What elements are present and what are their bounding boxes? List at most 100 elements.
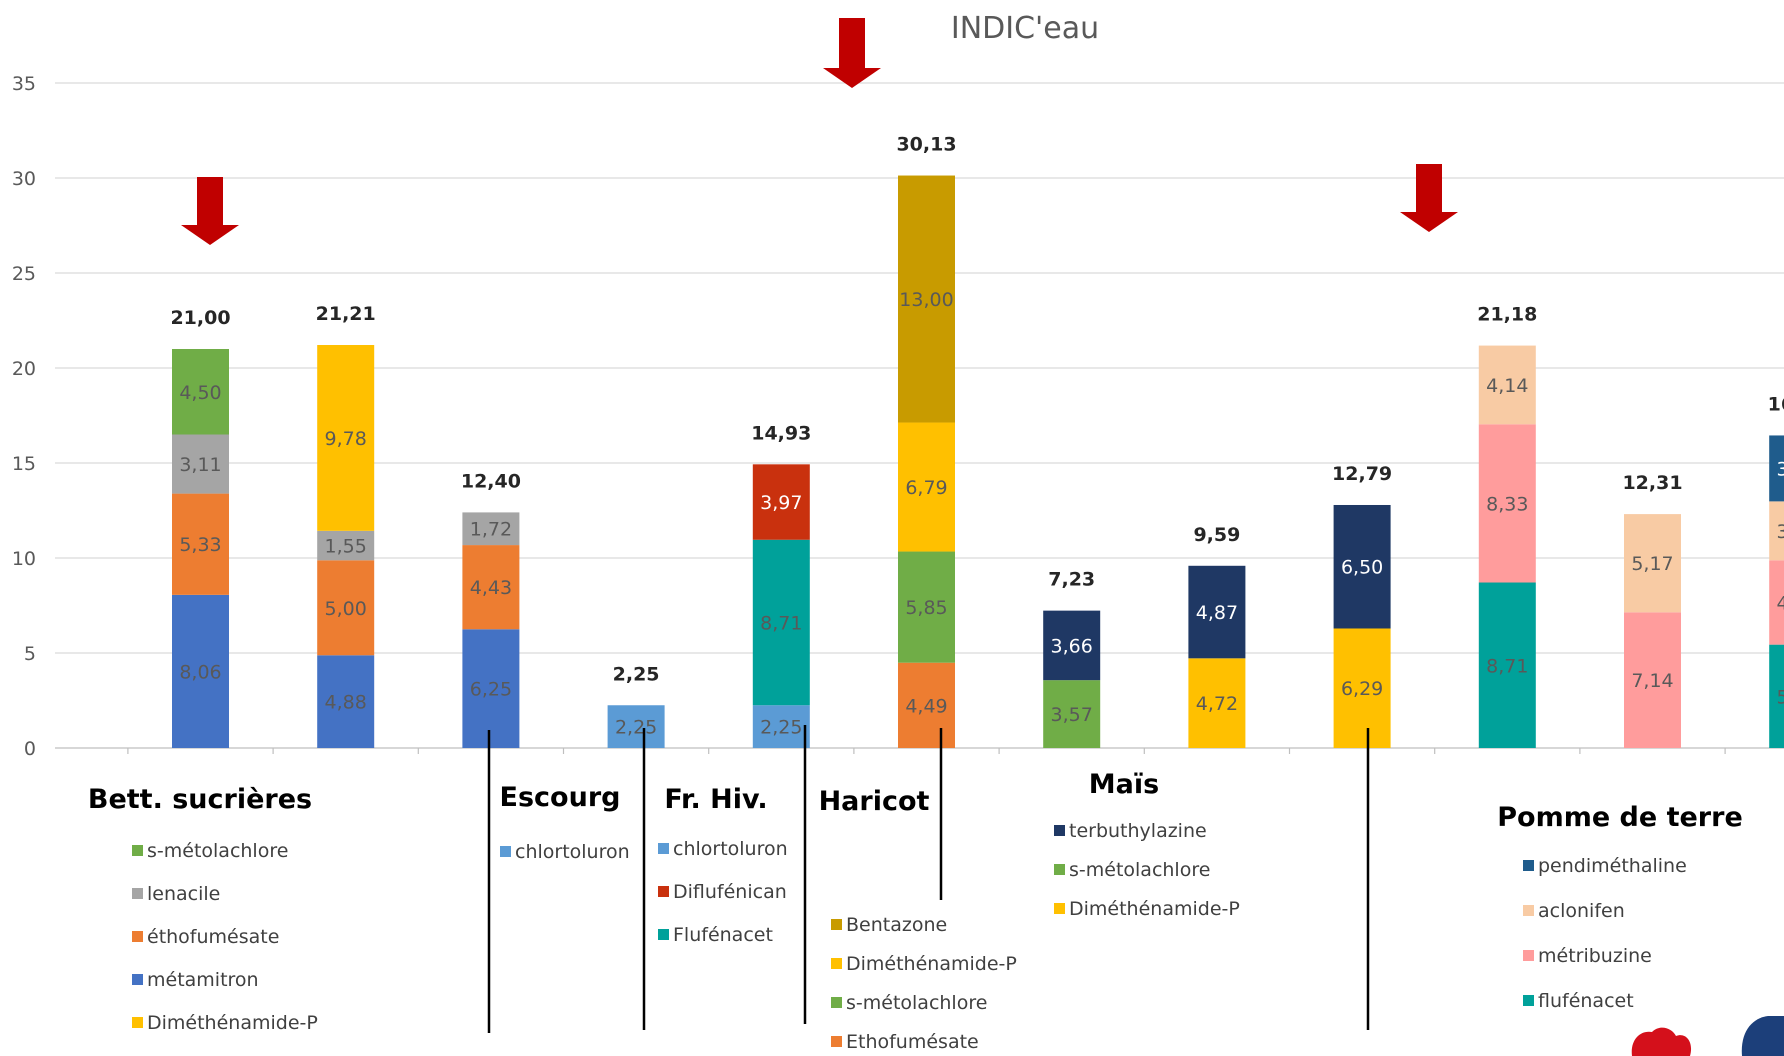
- legend-label: Diflufénican: [673, 881, 787, 903]
- bar-segment: [1478, 345, 1536, 425]
- segment-label: 3,57: [1051, 704, 1093, 726]
- bar-segment: [317, 655, 375, 748]
- bar-segment: [1769, 560, 1784, 645]
- bar-total-label: 7,23: [1048, 569, 1095, 591]
- bar-segment: [1624, 514, 1681, 613]
- legend-label: Diméthénamide-P: [1069, 898, 1240, 920]
- segment-label: 8,71: [760, 613, 802, 635]
- bar-segment: [1333, 504, 1391, 629]
- bar-segment: [317, 560, 375, 656]
- bar-segment: [752, 464, 810, 540]
- bar-segment: [317, 345, 375, 531]
- legend-label: terbuthylazine: [1069, 820, 1207, 842]
- segment-label: 13,00: [899, 289, 953, 311]
- group-separators: [487, 725, 1370, 1033]
- legend-swatch: [1054, 864, 1065, 875]
- segment-label: 4,49: [905, 695, 947, 717]
- bar-segment: [1043, 610, 1101, 681]
- bar-segment: [752, 539, 810, 706]
- segment-label: 4,88: [325, 692, 367, 714]
- arrows: [181, 18, 1458, 245]
- segment-label: 6,25: [470, 679, 512, 701]
- legend-label: chlortoluron: [673, 838, 788, 860]
- segment-label: 6,79: [905, 477, 947, 499]
- logos: [1631, 1016, 1784, 1056]
- segment-label: 4,43: [470, 577, 512, 599]
- bar-segment: [1769, 501, 1784, 561]
- bar-total-label: 12,40: [461, 470, 521, 492]
- bar-segment: [1769, 435, 1784, 502]
- segment-label: 6,50: [1341, 557, 1383, 579]
- legend-label: pendiméthaline: [1538, 855, 1687, 877]
- legend-label: Ethofumésate: [846, 1031, 979, 1053]
- y-tick-label: 20: [12, 358, 36, 380]
- chart-title: INDIC'eau: [951, 11, 1099, 46]
- legend-label: Flufénacet: [673, 924, 773, 946]
- bar-segment: [1478, 424, 1536, 583]
- segment-label: 3,47: [1777, 458, 1784, 480]
- legend-label: s-métolachlore: [147, 840, 288, 862]
- bar-total-label: 2,25: [613, 663, 660, 685]
- legend-swatch: [132, 974, 143, 985]
- legend-swatch: [658, 886, 669, 897]
- segment-label: 5,17: [1631, 553, 1673, 575]
- bar-total-label: 12,31: [1622, 472, 1682, 494]
- bars: 8,06 5,33 3,11 4,50 21,00 4,88 5,00 1,55 9,78 21,…: [170, 134, 1784, 748]
- bar-segment: [1478, 582, 1536, 748]
- group-label: Pomme de terre: [1497, 802, 1743, 833]
- bar-segment: [898, 175, 955, 423]
- bar-segment: [898, 551, 955, 663]
- segment-label: 5,44: [1777, 686, 1784, 708]
- legend-label: chlortoluron: [515, 841, 630, 863]
- bar-segment: [172, 434, 229, 494]
- legend-label: Bentazone: [846, 914, 947, 936]
- legend-swatch: [658, 843, 669, 854]
- bar-segment: [1333, 628, 1391, 748]
- university-seal-icon: [1741, 1016, 1784, 1056]
- group-labels: Bett. sucrières Escourg Fr. Hiv. Haricot Maï…: [88, 769, 1743, 833]
- segment-label: 8,71: [1486, 655, 1528, 677]
- bar-segment: [1188, 658, 1246, 748]
- bar-segment: [172, 594, 229, 748]
- bar-total-label: 12,79: [1332, 463, 1392, 485]
- bar-segment: [172, 349, 229, 435]
- legend-swatch: [1054, 903, 1065, 914]
- segment-label: 2,25: [760, 717, 802, 739]
- legend-label: s-métolachlore: [846, 992, 987, 1014]
- bar-segment: [462, 629, 520, 748]
- legend-swatch: [1523, 905, 1534, 916]
- segment-label: 5,00: [325, 598, 367, 620]
- legend-swatch: [1523, 860, 1534, 871]
- bar-segment: [1769, 644, 1784, 748]
- bar-segment: [898, 662, 955, 748]
- segment-label: 8,33: [1486, 493, 1528, 515]
- legend-swatch: [831, 1036, 842, 1047]
- legend-swatch: [132, 931, 143, 942]
- legend-label: flufénacet: [1538, 990, 1634, 1012]
- bar-total-label: 16,45: [1768, 393, 1784, 415]
- legend-swatch: [831, 919, 842, 930]
- segment-label: 4,44: [1777, 592, 1784, 614]
- legend-label: s-métolachlore: [1069, 859, 1210, 881]
- bar-segment: [1043, 680, 1101, 748]
- legend-swatch: [1523, 950, 1534, 961]
- segment-label: 7,14: [1631, 670, 1673, 692]
- segment-label: 4,50: [179, 382, 221, 404]
- legend-label: métamitron: [147, 969, 259, 991]
- segment-label: 3,97: [760, 492, 802, 514]
- legend-label: Diméthénamide-P: [846, 953, 1017, 975]
- bar-total-label: 21,18: [1477, 304, 1537, 326]
- bar-segment: [1624, 612, 1681, 748]
- legend-swatch: [132, 845, 143, 856]
- y-axis-ticks: 0 5 10 15 20 25 30 35: [12, 73, 36, 760]
- bar-segment: [1188, 565, 1246, 659]
- y-tick-label: 30: [12, 168, 36, 190]
- y-tick-label: 35: [12, 73, 36, 95]
- y-tick-label: 0: [24, 738, 36, 760]
- segment-label: 9,78: [325, 428, 367, 450]
- bar-segment: [752, 705, 810, 748]
- rooster-logo-icon: [1631, 1027, 1692, 1056]
- bar-total-label: 14,93: [751, 422, 811, 444]
- legend-label: lenacile: [147, 883, 220, 905]
- legend-label: éthofumésate: [147, 926, 279, 948]
